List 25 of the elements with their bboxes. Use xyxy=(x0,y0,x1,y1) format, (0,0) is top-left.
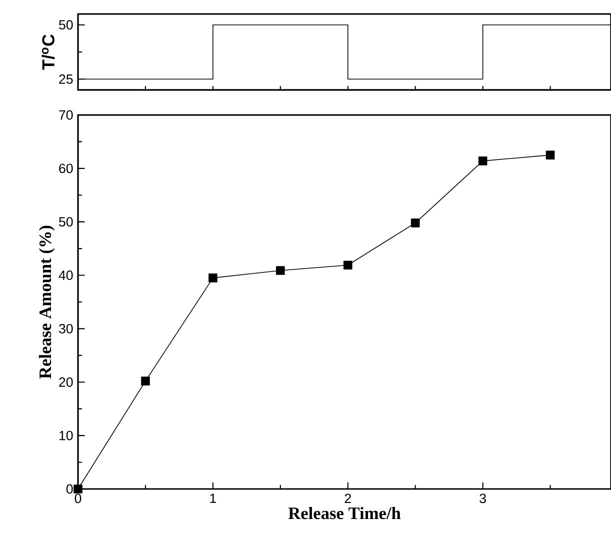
x-tick-label: 0 xyxy=(74,494,82,504)
x-tick-label: 2 xyxy=(344,494,351,504)
y-tick-label: 50 xyxy=(59,20,73,30)
y-tick-label: 0 xyxy=(66,484,73,494)
point xyxy=(410,218,420,228)
x-tick-label: 1 xyxy=(210,494,216,503)
point xyxy=(276,266,285,275)
y-tick-label: 60 xyxy=(59,164,73,174)
point xyxy=(141,376,150,386)
x-axis-title: Release Time/h xyxy=(288,506,401,520)
point xyxy=(343,260,352,270)
y-tick-label: 70 xyxy=(59,110,73,120)
y-tick-label: 25 xyxy=(59,74,73,84)
point xyxy=(478,156,488,166)
y-axis-title: T/$^{o}$C xyxy=(42,34,55,70)
x-tick-label: 3 xyxy=(480,494,486,504)
y-tick-label: 40 xyxy=(58,270,73,280)
y-tick-label: 50 xyxy=(59,217,73,227)
y-axis-title: Release Amount (%) xyxy=(38,226,55,379)
point xyxy=(208,274,218,282)
point xyxy=(74,484,82,494)
point xyxy=(546,150,555,160)
y-tick-label: 10 xyxy=(59,430,73,440)
y-tick-label: 20 xyxy=(59,377,73,387)
y-tick-label: 30 xyxy=(58,324,73,334)
